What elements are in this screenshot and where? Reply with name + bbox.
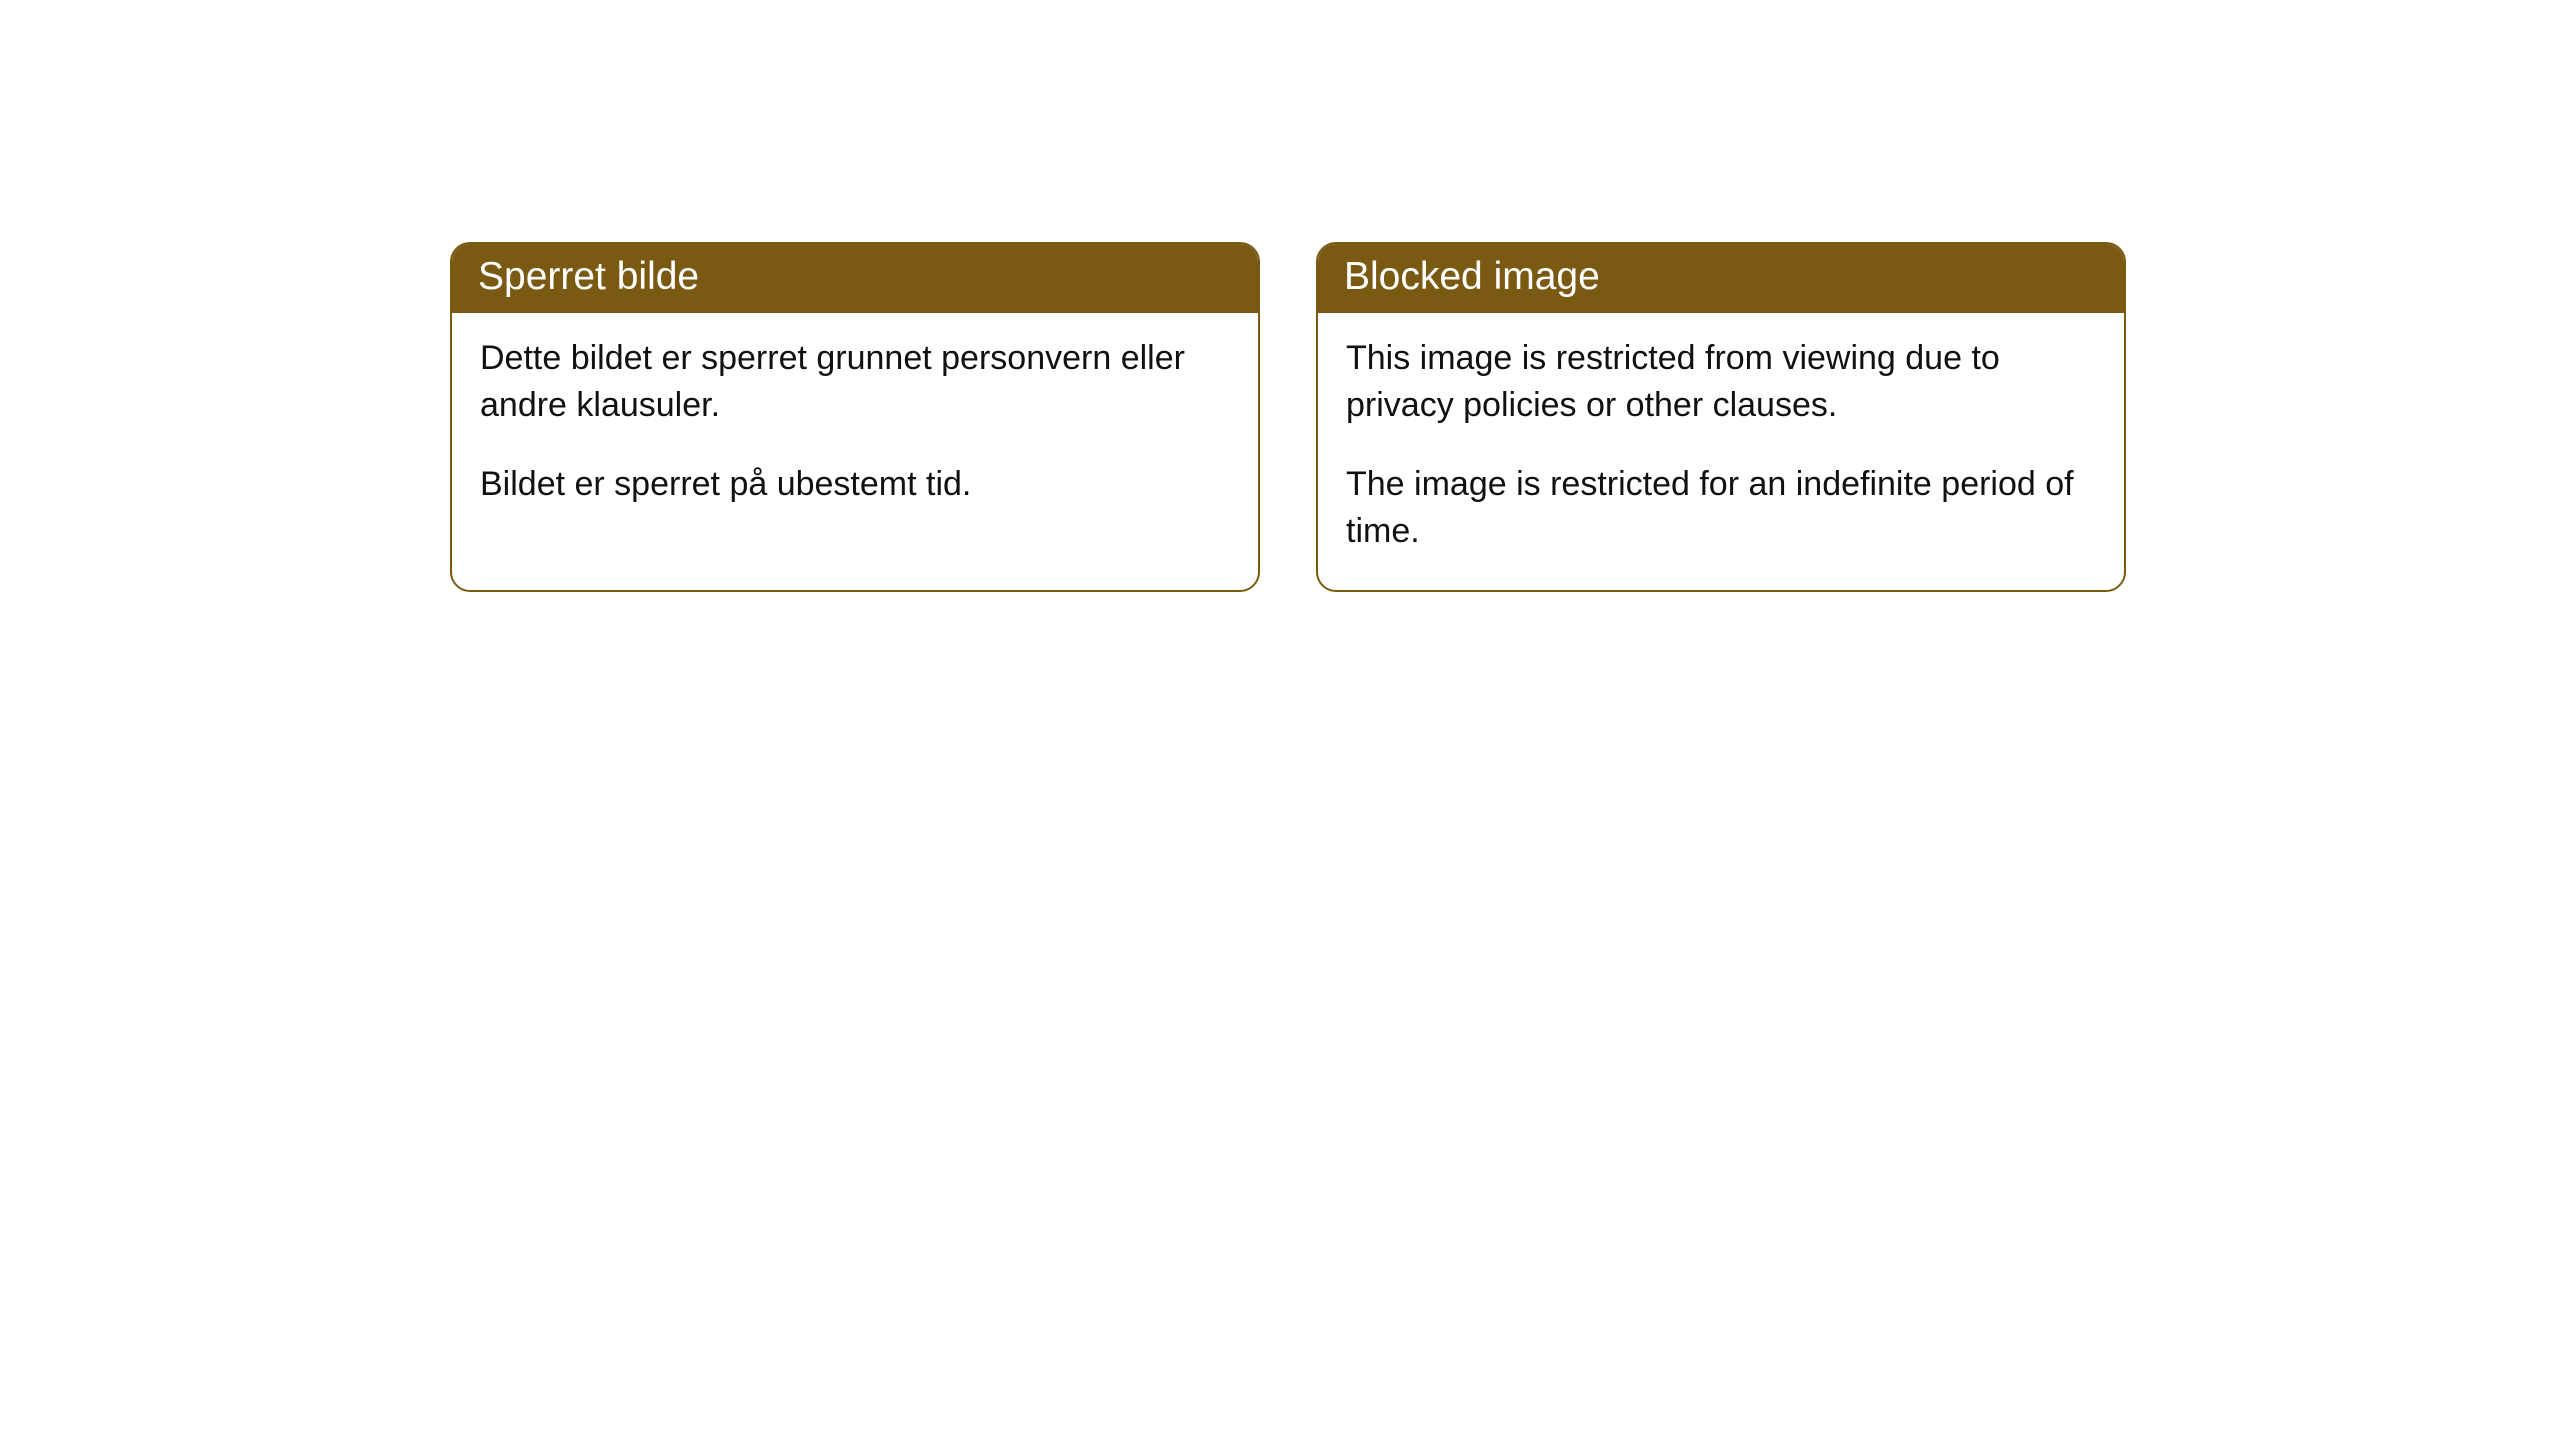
notice-card-en: Blocked image This image is restricted f… — [1316, 242, 2126, 592]
notice-card-body: This image is restricted from viewing du… — [1318, 313, 2124, 591]
notice-card-no: Sperret bilde Dette bildet er sperret gr… — [450, 242, 1260, 592]
notice-card-title: Sperret bilde — [452, 244, 1258, 313]
notice-paragraph: Bildet er sperret på ubestemt tid. — [480, 461, 1230, 508]
notice-container: Sperret bilde Dette bildet er sperret gr… — [0, 0, 2560, 592]
notice-paragraph: This image is restricted from viewing du… — [1346, 335, 2096, 429]
notice-paragraph: Dette bildet er sperret grunnet personve… — [480, 335, 1230, 429]
notice-card-title: Blocked image — [1318, 244, 2124, 313]
notice-paragraph: The image is restricted for an indefinit… — [1346, 461, 2096, 555]
notice-card-body: Dette bildet er sperret grunnet personve… — [452, 313, 1258, 544]
